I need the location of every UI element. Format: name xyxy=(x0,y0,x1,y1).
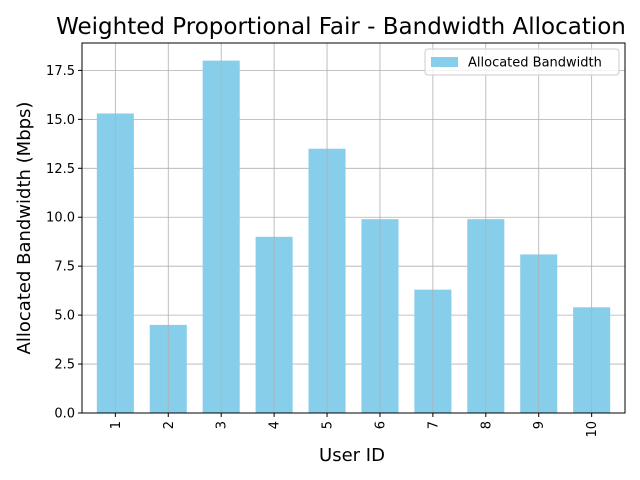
chart-title: Weighted Proportional Fair - Bandwidth A… xyxy=(56,14,626,40)
plot-frame xyxy=(81,42,626,414)
y-axis-ticks: 0.0 2.5 5.0 7.5 10.0 12.5 15.0 17.5 xyxy=(46,64,82,422)
y-axis-title: Allocated Bandwidth (Mbps) xyxy=(14,102,35,355)
y-tick-label: 10.0 xyxy=(46,211,75,226)
legend-label: Allocated Bandwidth xyxy=(468,56,602,71)
x-tick-label: 6 xyxy=(373,421,388,429)
y-tick-label: 5.0 xyxy=(54,309,75,324)
x-tick-label: 2 xyxy=(162,421,177,429)
x-tick-label: 5 xyxy=(321,421,336,429)
x-tick-label: 3 xyxy=(215,421,230,429)
x-tick-label: 10 xyxy=(585,421,600,438)
x-tick-label: 9 xyxy=(532,421,547,429)
y-tick-label: 7.5 xyxy=(54,260,75,275)
y-tick-label: 0.0 xyxy=(54,407,75,422)
y-tick-label: 12.5 xyxy=(46,162,75,177)
x-tick-label: 7 xyxy=(426,421,441,429)
x-tick-label: 8 xyxy=(479,421,494,429)
y-tick-label: 15.0 xyxy=(46,113,75,128)
legend-box xyxy=(424,48,620,76)
x-tick-label: 4 xyxy=(268,421,283,429)
x-tick-label: 1 xyxy=(109,421,124,429)
y-tick-label: 2.5 xyxy=(54,358,75,373)
bars xyxy=(96,60,611,413)
x-axis-title: User ID xyxy=(319,445,385,466)
legend: Allocated Bandwidth xyxy=(424,48,620,76)
vertical-grid xyxy=(114,43,593,413)
legend-swatch xyxy=(431,57,458,67)
y-tick-label: 17.5 xyxy=(46,64,75,79)
x-axis-ticks: 1 2 3 4 5 6 7 8 9 10 xyxy=(109,413,600,438)
